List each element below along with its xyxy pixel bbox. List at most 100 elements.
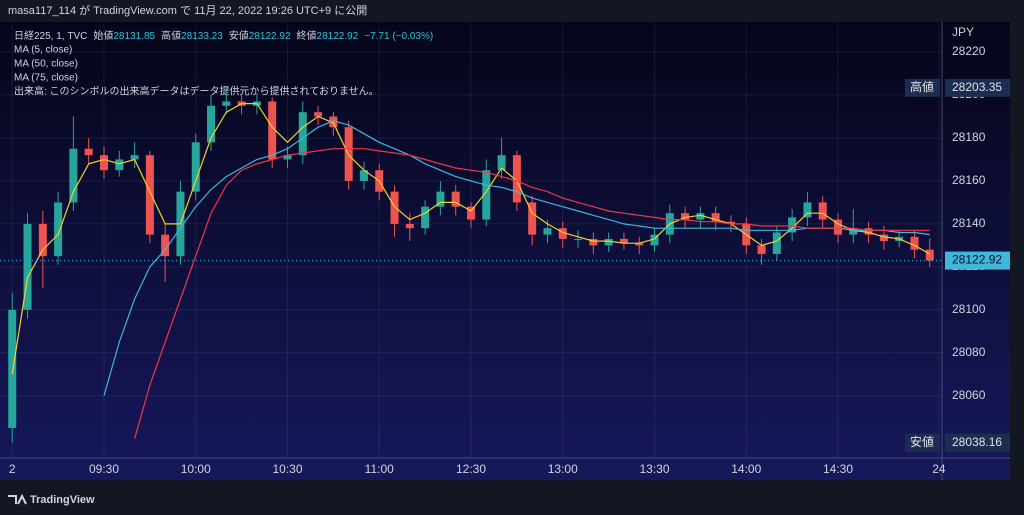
- x-tick-label: 14:00: [731, 462, 761, 476]
- candle-body: [619, 238, 628, 244]
- candle-body: [314, 112, 323, 117]
- low-marker-label: 安値: [910, 434, 934, 449]
- legend-value: 28131.85: [113, 31, 155, 42]
- high-marker-value: 28203.35: [952, 80, 1002, 94]
- candle-body: [161, 234, 170, 257]
- candle-body: [818, 202, 827, 220]
- y-tick-label: 28080: [952, 345, 986, 359]
- candle-body: [329, 116, 338, 128]
- candle-body: [711, 213, 720, 222]
- y-tick-label: 28060: [952, 388, 986, 402]
- candle-body: [512, 155, 521, 203]
- candle-body: [436, 191, 445, 207]
- header: masa117_114 が TradingView.com で 11月 22, …: [8, 3, 367, 17]
- legend-entry: MA (50, close): [14, 59, 78, 70]
- high-marker-value-box: [945, 78, 1010, 97]
- legend-label: 高値: [161, 29, 181, 42]
- legend-symbol: 日経225, 1, TVC: [14, 29, 87, 42]
- x-tick-label: 13:00: [548, 462, 578, 476]
- candle-body: [528, 202, 537, 235]
- y-tick-label: 28100: [952, 302, 986, 316]
- candle-body: [451, 191, 460, 207]
- candle-body: [359, 170, 368, 181]
- x-tick-label: 09:30: [89, 462, 119, 476]
- x-tick-label: 10:00: [181, 462, 211, 476]
- x-tick-label: 10:30: [272, 462, 302, 476]
- legend-value: 28122.92: [317, 31, 359, 42]
- candle-body: [467, 206, 475, 220]
- low-marker-box: [905, 433, 940, 452]
- candle-body: [222, 101, 231, 106]
- candle-body: [879, 234, 888, 242]
- candle-body: [38, 223, 47, 257]
- legend-change: −7.71 (−0.03%): [364, 31, 433, 42]
- candle-body: [726, 221, 735, 224]
- ma-line: [11, 103, 931, 375]
- watermark: TradingView: [30, 494, 95, 506]
- legend-entry: MA (5, close): [14, 45, 72, 56]
- candle-body: [925, 249, 934, 261]
- candle-body: [910, 236, 919, 250]
- legend-ohlc: 日経225, 1, TVC 始値28131.85 高値28133.23 安値28122…: [14, 29, 433, 42]
- volume-note: 出来高: このシンボルの出来高データはデータ提供元から提供されておりません。: [14, 85, 379, 98]
- candle-body: [421, 206, 430, 229]
- legend-label: 安値: [229, 29, 249, 42]
- candle-body: [268, 101, 277, 160]
- legend-label: 始値: [93, 29, 113, 42]
- legend-entry: MA (75, close): [14, 73, 78, 84]
- x-tick-label: 13:30: [639, 462, 669, 476]
- candle-body: [23, 223, 32, 310]
- ma-line: [134, 148, 930, 439]
- candle-body: [757, 245, 766, 254]
- legend-value: 28133.23: [181, 31, 223, 42]
- candle-body: [115, 159, 124, 171]
- candle-body: [650, 234, 659, 246]
- logo: [8, 493, 27, 505]
- x-tick-label: 11:00: [365, 462, 394, 476]
- y-tick-label: 28220: [952, 44, 986, 58]
- low-marker-value-box: [945, 433, 1010, 452]
- candle-body: [84, 148, 93, 156]
- candle-body: [589, 238, 598, 246]
- candle-body: [834, 219, 843, 235]
- candle-body: [604, 238, 613, 246]
- candle-body: [772, 232, 781, 254]
- candle-body: [390, 191, 399, 224]
- candle-body: [696, 213, 705, 220]
- candle-body: [574, 238, 583, 240]
- ma-line: [103, 120, 930, 396]
- candle-body: [497, 155, 506, 171]
- candle-body: [558, 228, 567, 239]
- candle-body: [69, 148, 78, 203]
- x-tick-label: 24: [932, 462, 946, 476]
- high-marker-label: 高値: [910, 79, 934, 94]
- candle-body: [864, 228, 873, 235]
- plot-area: [0, 22, 942, 458]
- candle-body: [54, 202, 63, 257]
- legend-value: 28122.92: [249, 31, 291, 42]
- candle-body: [283, 155, 292, 160]
- candle-body: [191, 142, 200, 192]
- last-price-label: 28122.92: [952, 253, 1002, 267]
- candle-body: [130, 155, 139, 160]
- candle-body: [298, 112, 307, 156]
- candle-body: [405, 223, 414, 229]
- candle-body: [849, 228, 858, 235]
- x-tick-label: 14:30: [823, 462, 853, 476]
- candle-body: [99, 155, 108, 171]
- candle-body: [207, 105, 216, 143]
- candle-body: [788, 217, 797, 233]
- y-tick-label: 28160: [952, 173, 986, 187]
- candle-body: [803, 202, 812, 218]
- x-tick-label: 12:30: [456, 462, 486, 476]
- last-price-box: [945, 251, 1010, 270]
- candle-body: [482, 170, 491, 220]
- candle-body: [543, 228, 552, 235]
- candle-body: [635, 243, 644, 246]
- x-tick-label: 2: [9, 462, 16, 476]
- candle-body: [8, 309, 17, 428]
- y-tick-label: 28140: [952, 216, 986, 230]
- legend-label: 終値: [297, 29, 317, 42]
- candle-body: [681, 213, 690, 220]
